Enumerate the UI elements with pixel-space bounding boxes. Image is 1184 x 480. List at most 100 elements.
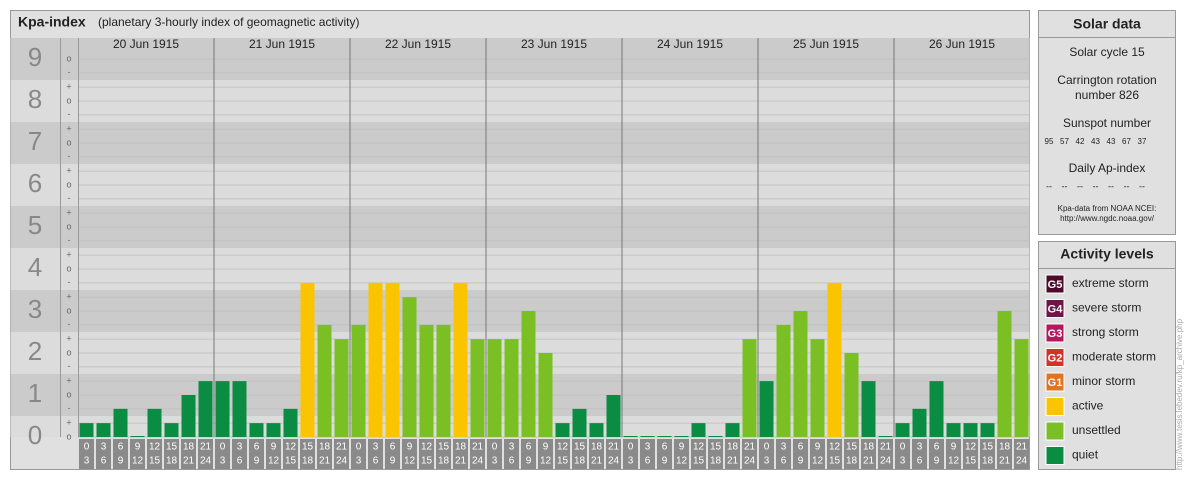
x-tick-label: 3: [356, 456, 362, 467]
bar: [266, 423, 281, 437]
sunspot: 43: [1107, 137, 1116, 146]
x-tick-label: 21: [1016, 442, 1028, 453]
y-tick-label: 3: [28, 294, 42, 324]
legend-label: active: [1072, 399, 1104, 413]
sunspot: 42: [1076, 137, 1085, 146]
x-tick-label: 0: [764, 442, 770, 453]
slot-box: [249, 439, 264, 469]
x-tick-label: 9: [390, 456, 396, 467]
x-tick-label: 12: [132, 456, 144, 467]
slot-box: [912, 439, 927, 469]
x-tick-label: 21: [319, 456, 331, 467]
x-tick-label: 15: [438, 442, 450, 453]
bar: [861, 381, 876, 437]
slot-box: [181, 439, 196, 469]
y-tick-label: 4: [28, 252, 42, 282]
slot-box: [368, 439, 383, 469]
bar: [589, 423, 604, 437]
slot-box: [521, 439, 536, 469]
x-tick-label: 21: [455, 456, 467, 467]
x-tick-label: 24: [472, 456, 484, 467]
y-minor-label: +: [66, 250, 71, 260]
x-tick-label: 12: [285, 442, 297, 453]
x-tick-label: 24: [744, 456, 756, 467]
slot-box: [300, 439, 315, 469]
x-tick-label: 6: [526, 442, 532, 453]
x-tick-label: 6: [373, 456, 379, 467]
slot-box: [776, 439, 791, 469]
level-band: [10, 416, 1030, 437]
bar: [487, 339, 502, 437]
day-label: 26 Jun 1915: [929, 37, 995, 51]
day-label: 21 Jun 1915: [249, 37, 315, 51]
bar: [793, 311, 808, 437]
x-tick-label: 3: [917, 442, 923, 453]
x-tick-label: 3: [900, 456, 906, 467]
x-tick-label: 3: [237, 442, 243, 453]
x-tick-label: 15: [965, 456, 977, 467]
y-minor-label: o: [66, 389, 71, 399]
bar: [249, 423, 264, 437]
bar: [997, 311, 1012, 437]
y-minor-label: +: [66, 292, 71, 302]
x-tick-label: 15: [421, 456, 433, 467]
x-tick-label: 9: [543, 442, 549, 453]
x-tick-label: 3: [492, 456, 498, 467]
x-tick-label: 3: [645, 442, 651, 453]
x-tick-label: 15: [982, 442, 994, 453]
x-tick-label: 9: [679, 442, 685, 453]
slot-box: [674, 439, 689, 469]
legend-code: G4: [1048, 303, 1064, 315]
x-tick-label: 0: [628, 442, 634, 453]
slot-box: [946, 439, 961, 469]
solar-panel: [1038, 10, 1176, 235]
bar: [198, 381, 213, 437]
x-tick-label: 21: [727, 456, 739, 467]
slot-box: [691, 439, 706, 469]
legend-label: severe storm: [1072, 301, 1141, 315]
x-tick-label: 9: [951, 442, 957, 453]
legend-swatch: [1045, 323, 1065, 343]
bar: [623, 436, 638, 437]
legend-swatch: [1045, 299, 1065, 318]
x-tick-label: 0: [84, 442, 90, 453]
bar: [300, 282, 315, 437]
legend-label: quiet: [1072, 448, 1099, 462]
chart-subtitle: (planetary 3-hourly index of geomagnetic…: [98, 15, 359, 29]
x-tick-label: 18: [166, 456, 178, 467]
x-tick-label: 6: [917, 456, 923, 467]
legend-swatch: [1045, 446, 1065, 465]
slot-box: [827, 439, 842, 469]
x-tick-label: 12: [829, 442, 841, 453]
slot-box: [725, 439, 740, 469]
x-tick-label: 0: [900, 442, 906, 453]
day-label: 20 Jun 1915: [113, 37, 179, 51]
x-tick-label: 15: [710, 442, 722, 453]
slot-box: [283, 439, 298, 469]
x-tick-label: 21: [472, 442, 484, 453]
y-minor-label: -: [68, 235, 71, 245]
x-tick-label: 3: [101, 442, 107, 453]
bar: [572, 408, 587, 437]
x-tick-label: 3: [509, 442, 515, 453]
slot-box: [640, 439, 655, 469]
slot-box: [402, 439, 417, 469]
solar-cycle: Solar cycle 15: [1069, 45, 1145, 59]
x-tick-label: 12: [676, 456, 688, 467]
slot-box: [317, 439, 332, 469]
bar: [725, 423, 740, 437]
bar: [96, 423, 111, 437]
bar: [912, 408, 927, 437]
bar: [776, 324, 791, 437]
credit: http://www.tesis.lebedev.ru/kp_archive.p…: [1175, 318, 1184, 470]
x-tick-label: 15: [829, 456, 841, 467]
bar: [1014, 339, 1029, 437]
bar: [657, 436, 672, 437]
bar: [929, 381, 944, 437]
x-tick-label: 6: [934, 442, 940, 453]
slot-box: [334, 439, 349, 469]
bar: [521, 311, 536, 437]
legend-code: G5: [1048, 279, 1063, 291]
y-tick-label: 1: [28, 378, 42, 408]
y-minor-label: o: [66, 179, 71, 189]
